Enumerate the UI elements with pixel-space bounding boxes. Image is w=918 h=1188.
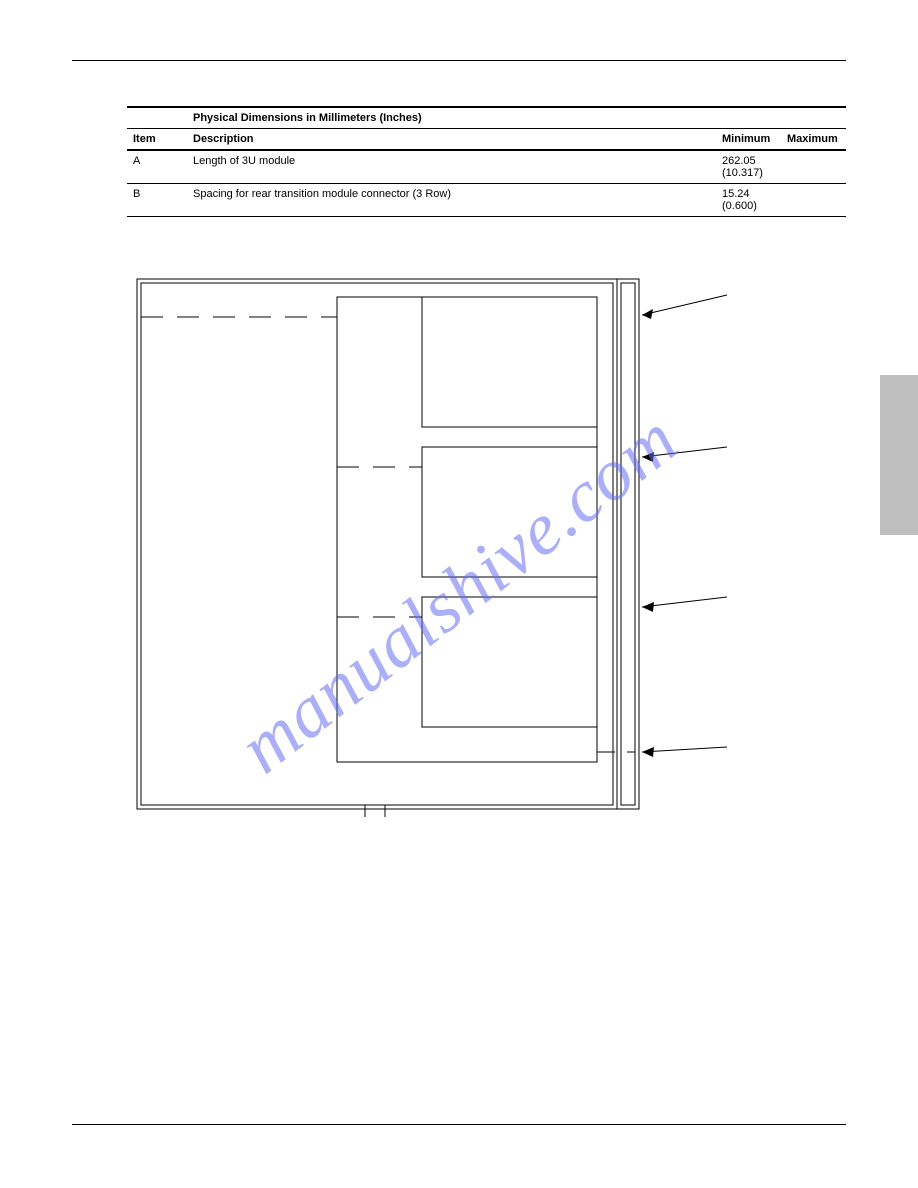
cell-desc: Spacing for rear transition module conne…	[187, 184, 716, 217]
side-tab	[880, 375, 918, 535]
th-blank	[127, 107, 187, 129]
cell-min: 15.24 (0.600)	[716, 184, 781, 217]
cell-max	[781, 150, 846, 184]
spec-table: Physical Dimensions in Millimeters (Inch…	[127, 106, 846, 217]
cell-max	[781, 184, 846, 217]
header-rule	[72, 60, 846, 61]
diagram-svg	[127, 257, 827, 847]
cell-item: A	[127, 150, 187, 184]
cell-desc: Length of 3U module	[187, 150, 716, 184]
table-row: B Spacing for rear transition module con…	[127, 184, 846, 217]
cell-item: B	[127, 184, 187, 217]
cell-min: 262.05 (10.317)	[716, 150, 781, 184]
th-item: Item	[127, 129, 187, 151]
diagram	[127, 257, 846, 847]
footer	[72, 1124, 846, 1133]
spec-table-container: Physical Dimensions in Millimeters (Inch…	[127, 106, 846, 217]
table-row: A Length of 3U module 262.05 (10.317)	[127, 150, 846, 184]
th-dimensions: Physical Dimensions in Millimeters (Inch…	[187, 107, 846, 129]
th-max: Maximum	[781, 129, 846, 151]
th-min: Minimum	[716, 129, 781, 151]
th-desc: Description	[187, 129, 716, 151]
